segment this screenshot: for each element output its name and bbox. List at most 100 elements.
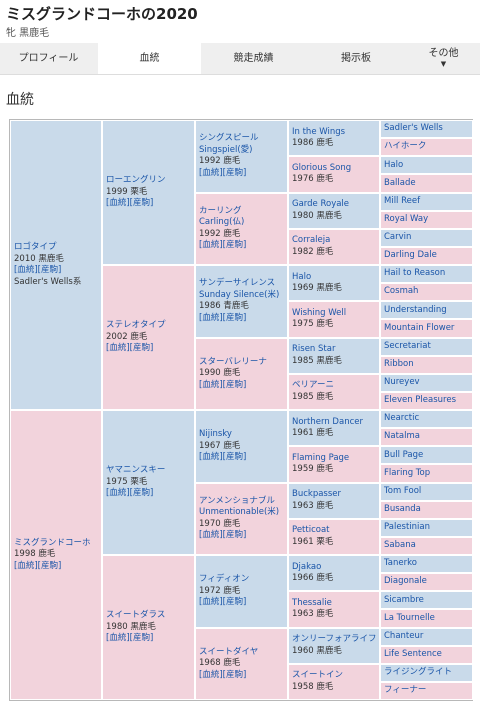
horse-name-link[interactable]: Sadler's Wells (384, 123, 443, 134)
horse-name-link[interactable]: Chanteur (384, 630, 424, 641)
horse-name-link[interactable]: ローエングリン (106, 175, 166, 186)
horse-name-link[interactable]: サンデーサイレンス (199, 278, 276, 289)
horse-name-link[interactable]: Northern Dancer (292, 416, 363, 427)
horse-name-link[interactable]: Understanding (384, 304, 447, 315)
birth-year-color: 1963 鹿毛 (292, 609, 334, 620)
horse-name-link[interactable]: ミスグランドコーホ (14, 537, 91, 548)
horse-name-link[interactable]: フィーナー (384, 685, 427, 696)
pedigree-cell-content: Royal Way (384, 214, 470, 226)
horse-name-link[interactable]: Secretariat (384, 340, 431, 351)
horse-name-link[interactable]: Tanerko (384, 558, 417, 569)
pedigree-progeny-links[interactable]: [血統][産駒] (14, 560, 62, 571)
horse-name-link[interactable]: Nearctic (384, 413, 420, 424)
horse-name-link[interactable]: Glorious Song (292, 162, 352, 173)
horse-name-link[interactable]: オンリーフォアライフ (292, 634, 377, 645)
horse-name-link[interactable]: Natalma (384, 431, 420, 442)
pedigree-progeny-links[interactable]: [血統][産駒] (106, 633, 154, 644)
horse-name-link[interactable]: Life Sentence (384, 648, 442, 659)
horse-name-link[interactable]: In the Wings (292, 126, 346, 137)
horse-name-link[interactable]: Palestinian (384, 522, 431, 533)
horse-name-link[interactable]: シングスピール (199, 133, 259, 144)
pedigree-progeny-links[interactable]: [血統][産駒] (14, 265, 62, 275)
horse-name-link[interactable]: Risen Star (292, 344, 336, 355)
horse-name-foreign[interactable]: Unmentionable(米) (199, 507, 280, 518)
horse-name-link[interactable]: Eleven Pleasures (384, 395, 457, 406)
horse-name-link[interactable]: Royal Way (384, 213, 429, 224)
horse-name-link[interactable]: Bull Page (384, 449, 424, 460)
pedigree-cell: シングスピール Singspiel(愛) 1992 鹿毛 [血統][産駒] (195, 120, 288, 193)
horse-name-link[interactable]: Mill Reef (384, 195, 421, 206)
horse-name-link[interactable]: Halo (384, 159, 404, 170)
pedigree-cell: Sadler's Wells (380, 120, 473, 139)
horse-name-link[interactable]: フィディオン (199, 574, 250, 584)
pedigree-cell-content: Tanerko (384, 558, 470, 570)
horse-name-link[interactable]: ハイホーク (384, 141, 427, 152)
horse-name-link[interactable]: Sabana (384, 540, 416, 551)
pedigree-progeny-links[interactable]: [血統][産駒] (199, 530, 247, 541)
horse-name-link[interactable]: Thessalie (292, 597, 332, 608)
horse-name-link[interactable]: Garde Royale (292, 199, 350, 210)
pedigree-cell-content: ベリアーニ 1985 鹿毛 (292, 380, 377, 403)
pedigree-progeny-links[interactable]: [血統][産駒] (199, 240, 247, 251)
pedigree-progeny-links[interactable]: [血統][産駒] (106, 198, 154, 209)
horse-name-link[interactable]: アンメンショナブル (199, 495, 275, 506)
horse-name-link[interactable]: Carvin (384, 232, 412, 243)
horse-name-link[interactable]: Buckpasser (292, 489, 341, 500)
horse-name-link[interactable]: Diagonale (384, 576, 427, 587)
horse-name-link[interactable]: Halo (292, 271, 312, 282)
horse-name-link[interactable]: ライジングライト (384, 667, 453, 678)
horse-name-link[interactable]: ロゴタイプ (14, 242, 57, 252)
pedigree-cell-content: Secretariat (384, 341, 470, 353)
pedigree-progeny-links[interactable]: [血統][産駒] (106, 488, 154, 499)
pedigree-progeny-links[interactable]: [血統][産駒] (199, 379, 247, 390)
pedigree-progeny-links[interactable]: [血統][産駒] (199, 312, 247, 323)
pedigree-cell: ステレオタイプ 2002 鹿毛 [血統][産駒] (102, 265, 195, 410)
pedigree-progeny-links[interactable]: [血統][産駒] (199, 167, 247, 178)
pedigree-progeny-links[interactable]: [血統][産駒] (199, 452, 247, 462)
horse-name-link[interactable]: Hail to Reason (384, 268, 446, 279)
pedigree-cell-content: Mountain Flower (384, 323, 470, 335)
horse-name-link[interactable]: Djakao (292, 561, 322, 572)
horse-name-link[interactable]: La Tournelle (384, 612, 435, 623)
horse-name-link[interactable]: スイートダイヤ (199, 646, 259, 657)
pedigree-progeny-links[interactable]: [血統][産駒] (106, 343, 154, 354)
horse-name-link[interactable]: スターバレリーナ (199, 356, 267, 367)
tab-pedigree[interactable]: 血統 (98, 43, 201, 74)
horse-name-link[interactable]: ベリアーニ (292, 380, 334, 391)
horse-name-link[interactable]: スイートイン (292, 670, 344, 681)
horse-name-link[interactable]: Ballade (384, 177, 416, 188)
horse-name-link[interactable]: Wishing Well (292, 307, 347, 318)
horse-name-link[interactable]: Sicambre (384, 594, 424, 605)
birth-year-color: 1960 黒鹿毛 (292, 645, 342, 656)
horse-name-link[interactable]: Cosmah (384, 286, 419, 297)
pedigree-cell: Understanding (380, 301, 473, 320)
pedigree-cell: Djakao 1966 鹿毛 (288, 555, 380, 592)
horse-name-link[interactable]: ステレオタイプ (106, 320, 166, 331)
horse-name-link[interactable]: Ribbon (384, 358, 414, 369)
tab-profile[interactable]: プロフィール (18, 53, 79, 64)
horse-name-link[interactable]: Corraleja (292, 235, 331, 246)
horse-name-link[interactable]: Flaming Page (292, 452, 350, 463)
horse-name-foreign[interactable]: Carling(仏) (199, 217, 245, 228)
horse-name-link[interactable]: Nureyev (384, 377, 420, 388)
pedigree-cell-content: Tom Fool (384, 486, 470, 498)
pedigree-progeny-links[interactable]: [血統][産駒] (199, 597, 247, 607)
horse-name-link[interactable]: Flaring Top (384, 467, 431, 478)
horse-name-link[interactable]: Mountain Flower (384, 322, 455, 333)
horse-name-link[interactable]: Nijinsky (199, 429, 232, 439)
horse-name-link[interactable]: Tom Fool (384, 485, 422, 496)
horse-name-link[interactable]: カーリング (199, 205, 242, 216)
tab-race-results[interactable]: 競走成績 (233, 53, 274, 64)
horse-name-link[interactable]: Darling Dale (384, 250, 437, 261)
tab-other[interactable]: その他 ▼ (407, 43, 480, 74)
horse-name-foreign[interactable]: Singspiel(愛) (199, 144, 253, 155)
horse-name-link[interactable]: スイートダラス (106, 610, 166, 621)
pedigree-cell: アンメンショナブル Unmentionable(米) 1970 鹿毛 [血統][産駒] (195, 482, 288, 555)
pedigree-cell: Halo 1969 黒鹿毛 (288, 265, 380, 302)
tab-board[interactable]: 掲示板 (341, 53, 371, 64)
horse-name-foreign[interactable]: Sunday Silence(米) (199, 289, 280, 300)
horse-name-link[interactable]: Busanda (384, 503, 421, 514)
horse-name-link[interactable]: Petticoat (292, 525, 330, 536)
horse-name-link[interactable]: ヤマニンスキー (106, 465, 166, 476)
pedigree-progeny-links[interactable]: [血統][産駒] (199, 669, 247, 680)
